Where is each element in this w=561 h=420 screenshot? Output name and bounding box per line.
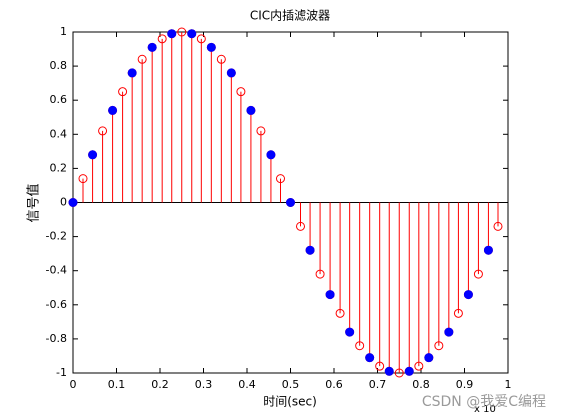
stem-marker <box>444 327 454 337</box>
stem-marker <box>206 42 216 52</box>
stem-marker <box>394 368 404 378</box>
stem-marker <box>157 34 167 44</box>
stem-marker <box>216 54 226 64</box>
stem-marker <box>108 105 118 115</box>
x-tick-label: 0.8 <box>412 378 430 391</box>
stem-marker <box>296 221 306 231</box>
stem-marker <box>365 353 375 363</box>
x-tick-label: 0.3 <box>195 378 213 391</box>
x-tick-label: 0.1 <box>108 378 126 391</box>
watermark: CSDN @我爱C编程 <box>422 394 546 410</box>
stem-marker <box>315 269 325 279</box>
stem-marker <box>305 245 315 255</box>
stem-marker <box>246 105 256 115</box>
stem-marker <box>384 366 394 376</box>
stem-marker <box>127 68 137 78</box>
stem-marker <box>147 42 157 52</box>
y-tick-label: 0.4 <box>50 127 68 140</box>
stem-marker <box>177 27 187 37</box>
y-tick-label: 0.8 <box>50 59 68 72</box>
stem-marker <box>414 361 424 371</box>
stem-marker <box>226 68 236 78</box>
y-axis-label: 信号值 <box>26 183 42 222</box>
y-tick-label: -0.6 <box>46 298 67 311</box>
stem-marker <box>98 126 108 136</box>
stem-marker <box>453 308 463 318</box>
stem-marker <box>424 353 434 363</box>
stem-marker <box>493 221 503 231</box>
stem-marker <box>434 341 444 351</box>
stem-marker <box>355 341 365 351</box>
x-tick-label: 0.7 <box>369 378 387 391</box>
stem-marker <box>118 87 128 97</box>
stem-marker <box>266 150 276 160</box>
y-tick-label: -1 <box>56 366 67 379</box>
stem-marker <box>483 245 493 255</box>
x-exponent-label: x 10 <box>474 404 496 415</box>
stem-marker <box>404 366 414 376</box>
stem-marker <box>345 327 355 337</box>
x-tick-label: 0.2 <box>151 378 169 391</box>
stem-marker <box>473 269 483 279</box>
stem-marker <box>335 308 345 318</box>
stem-marker <box>196 34 206 44</box>
stem-marker <box>256 126 266 136</box>
y-tick-label: 0.2 <box>50 161 68 174</box>
stem-marker <box>88 150 98 160</box>
stem-marker <box>325 290 335 300</box>
stem-marker <box>187 29 197 39</box>
y-tick-label: -0.2 <box>46 230 67 243</box>
stem-marker <box>68 198 78 207</box>
x-tick-label: 0.5 <box>282 378 300 391</box>
stem-marker <box>137 54 147 64</box>
stem-marker <box>286 198 295 207</box>
y-tick-label: 0 <box>60 196 67 209</box>
x-tick-label: 0.9 <box>456 378 474 391</box>
y-tick-label: -0.4 <box>46 264 67 277</box>
chart-title: CIC内插滤波器 <box>250 9 330 23</box>
x-tick-label: 0.6 <box>325 378 343 391</box>
x-tick-label: 1 <box>505 378 512 391</box>
x-tick-label: 0.4 <box>238 378 256 391</box>
stem-marker <box>78 174 88 184</box>
y-tick-label: -0.8 <box>46 332 67 345</box>
x-tick-label: 0 <box>70 378 77 391</box>
y-tick-label: 1 <box>60 25 67 38</box>
stem-marker <box>275 174 285 184</box>
stem-marker <box>236 87 246 97</box>
stem-marker <box>463 290 473 300</box>
x-axis-label: 时间(sec) <box>263 395 317 409</box>
stem-marker <box>167 29 177 39</box>
y-tick-label: 0.6 <box>50 93 68 106</box>
stem-marker <box>375 361 385 371</box>
